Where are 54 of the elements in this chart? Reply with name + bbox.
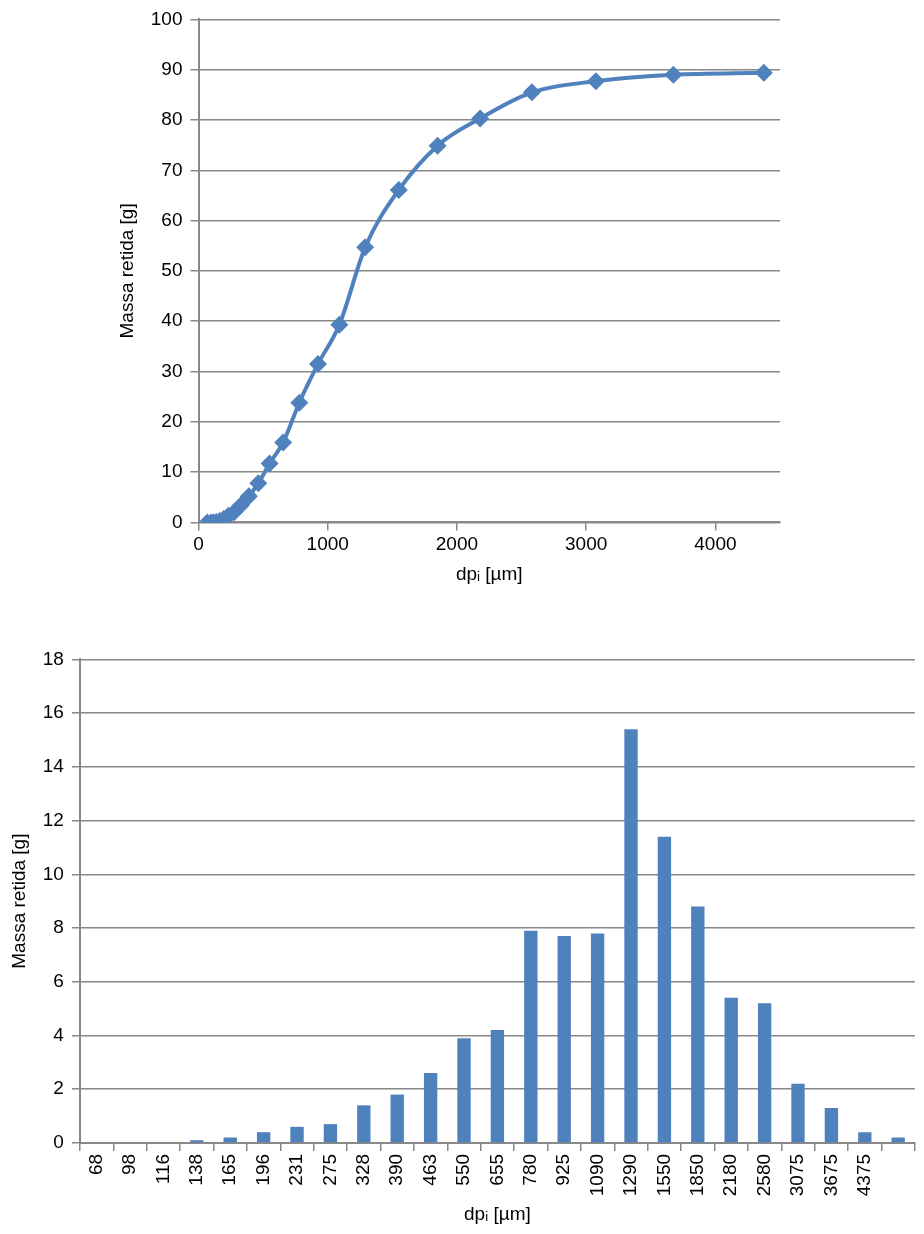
- y-tick-label: 20: [161, 410, 183, 432]
- y-tick-label: 2: [53, 1077, 64, 1099]
- x-tick-label: 1550: [652, 1153, 674, 1197]
- x-tick-label: 98: [118, 1153, 140, 1176]
- x-tick-label: 165: [218, 1153, 240, 1186]
- y-tick-label: 4: [53, 1023, 65, 1045]
- x-tick-label: 550: [452, 1153, 474, 1186]
- x-tick-label: 1290: [619, 1153, 641, 1197]
- x-tick-label: 68: [84, 1153, 106, 1176]
- x-tick-label: 463: [418, 1153, 440, 1186]
- x-tick-label: 116: [151, 1153, 173, 1185]
- y-tick-label: 0: [171, 510, 183, 532]
- x-tick-label: 390: [385, 1153, 407, 1186]
- y-tick-label: 8: [53, 916, 64, 938]
- x-tick-label: 4000: [694, 533, 737, 555]
- y-tick-label: 80: [161, 108, 183, 130]
- x-tick-label: 925: [552, 1153, 574, 1186]
- x-tick-label: 1850: [686, 1153, 708, 1197]
- x-tick-label: 328: [352, 1153, 374, 1186]
- x-tick-label: 3675: [819, 1153, 841, 1197]
- x-tick-label: 1000: [306, 533, 349, 555]
- x-tick-label: 2580: [752, 1153, 774, 1197]
- y-axis-title: Massa retida [g]: [115, 203, 137, 339]
- y-tick-label: 0: [53, 1131, 64, 1153]
- x-tick-label: 3075: [786, 1153, 808, 1197]
- y-tick-label: 18: [42, 647, 64, 669]
- x-tick-label: 4375: [853, 1153, 875, 1197]
- y-tick-label: 14: [42, 755, 65, 777]
- y-tick-label: 12: [42, 808, 64, 830]
- y-tick-label: 60: [161, 208, 183, 230]
- y-tick-label: 6: [53, 969, 64, 991]
- x-tick-label: 655: [485, 1153, 507, 1186]
- x-tick-label: 0: [193, 533, 204, 555]
- x-tick-label: 138: [185, 1153, 207, 1186]
- x-tick-label: 3000: [565, 533, 608, 555]
- y-tick-label: 10: [161, 460, 183, 482]
- y-axis-title: Massa retida [g]: [7, 833, 29, 969]
- y-tick-label: 30: [161, 359, 183, 381]
- y-tick-label: 16: [42, 701, 64, 723]
- y-tick-label: 50: [161, 259, 183, 281]
- y-tick-label: 40: [161, 309, 183, 331]
- x-tick-label: 196: [251, 1153, 273, 1186]
- y-tick-label: 100: [150, 7, 183, 29]
- x-axis-title: dpᵢ [µm]: [455, 562, 523, 584]
- x-tick-label: 780: [519, 1153, 541, 1186]
- y-tick-label: 10: [42, 862, 64, 884]
- x-axis-title: dpᵢ [µm]: [464, 1202, 531, 1224]
- y-tick-label: 90: [161, 57, 183, 79]
- x-tick-label: 1090: [585, 1153, 607, 1197]
- x-tick-label: 275: [318, 1153, 340, 1186]
- x-tick-label: 2000: [435, 533, 479, 555]
- x-tick-label: 231: [285, 1153, 307, 1186]
- y-tick-label: 70: [161, 158, 183, 180]
- x-tick-label: 2180: [719, 1153, 741, 1197]
